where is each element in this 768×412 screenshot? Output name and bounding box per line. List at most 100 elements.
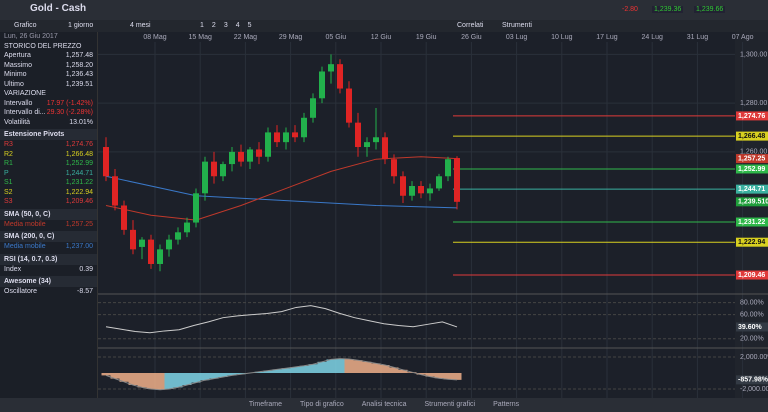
price-tag	[736, 154, 768, 164]
price-tag	[736, 217, 768, 227]
layout-button[interactable]: 3	[223, 22, 228, 29]
candle-body	[301, 117, 307, 138]
price-tag	[736, 375, 768, 385]
ao-bar	[281, 368, 291, 373]
candle-body	[355, 122, 361, 148]
change: -2.80	[622, 6, 638, 13]
bottom-tab[interactable]: Patterns	[493, 401, 520, 408]
axis-bg	[735, 32, 768, 398]
info-row: Ultimo 1,239.51	[0, 80, 97, 90]
info-row: Index 0.39	[0, 265, 97, 275]
candle-body	[220, 164, 226, 177]
chart: 08 Mag 15 Mag 22 Mag 29 Mag 05 Giu 12 Giu 19 G…	[98, 32, 768, 398]
interval-select[interactable]: 1 giorno	[68, 22, 94, 29]
ao-bar	[308, 364, 318, 373]
info-row: R3 1,274.76	[0, 140, 97, 150]
info-value: 1,244.71	[65, 169, 93, 177]
ao-bar	[128, 373, 138, 385]
candle-body	[436, 176, 442, 189]
info-row: Intervallo di... 29.30 (-2.28%)	[0, 108, 97, 118]
info-row: Media mobile 1,257.25	[0, 220, 97, 230]
price-tag	[736, 184, 768, 194]
date-label: 15 Mag	[189, 34, 212, 41]
candle-body	[148, 239, 154, 264]
bottom-tab[interactable]: Tipo di grafico	[300, 401, 344, 408]
date-label: 03 Lug	[506, 34, 528, 41]
info-value: 1,239.51	[65, 80, 93, 88]
candle-body	[139, 239, 145, 247]
candle-body	[184, 222, 190, 233]
layout-button[interactable]: 2	[211, 22, 216, 29]
info-row: Media mobile 1,237.00	[0, 242, 97, 252]
tools-button[interactable]: Strumenti	[502, 22, 532, 29]
info-value: 29.30 (-2.28%)	[46, 109, 93, 116]
candle-body	[292, 132, 298, 138]
bottom-tab[interactable]: Analisi tecnica	[361, 401, 407, 408]
info-key: Media mobile	[4, 220, 46, 228]
candle-body	[238, 151, 244, 162]
info-row: Minimo 1,236.43	[0, 70, 97, 80]
ao-bar	[380, 365, 390, 373]
ask[interactable]: 1,239.66	[694, 6, 726, 13]
bottom-tab[interactable]: Strumenti grafici	[424, 401, 476, 408]
section-header: Awesome (34)	[0, 276, 97, 287]
candle-body	[337, 64, 343, 89]
ao-bar	[272, 369, 282, 373]
layout-button[interactable]: 4	[235, 22, 240, 29]
ao-bar	[344, 359, 354, 373]
ao-bar	[443, 373, 453, 380]
candle-body	[256, 149, 262, 157]
range-select[interactable]: 4 mesi	[130, 22, 151, 29]
candle-body	[130, 229, 136, 250]
related-button[interactable]: Correlati	[457, 22, 484, 29]
ao-bar	[146, 373, 156, 389]
info-key: Ultimo	[4, 80, 24, 88]
ao-tick-label: -2,000.00%	[740, 386, 768, 393]
ao-bar	[218, 373, 228, 377]
ao-bar	[416, 373, 426, 375]
bottom-tab[interactable]: Timeframe	[248, 401, 283, 408]
section-title: VARIAZIONE	[4, 90, 46, 97]
info-key: S1	[4, 179, 13, 186]
price-tag-label: 1,252.99	[738, 166, 765, 173]
title-bar: Gold - Cash -2.80 1,239.36 1,239.66	[0, 0, 768, 20]
rsi-tick-label: 80.00%	[740, 299, 764, 306]
ao-bar	[119, 373, 129, 382]
info-value: 1,266.48	[65, 150, 93, 158]
info-value: 13.01%	[69, 118, 93, 126]
instrument-title: Gold - Cash	[30, 3, 87, 14]
price-tag-label: 1,222.94	[738, 239, 765, 246]
info-row: R2 1,266.48	[0, 150, 97, 160]
info-key: R1	[4, 160, 13, 167]
price-tag-label: 1,274.76	[738, 113, 765, 120]
layout-button[interactable]: 1	[200, 22, 204, 29]
info-value: 1,237.00	[65, 243, 93, 250]
date-label: 19 Giu	[416, 34, 437, 41]
candle-body	[319, 71, 325, 99]
candle-body	[283, 132, 289, 143]
candle-body	[418, 186, 424, 194]
info-row: Intervallo 17.97 (-1.42%)	[0, 99, 97, 109]
price-tag-label: 1,244.71	[738, 186, 765, 193]
candle-body	[409, 186, 415, 196]
ao-bar	[209, 373, 219, 379]
info-row: S1 1,231.22	[0, 178, 97, 188]
ao-bar	[299, 365, 309, 373]
chart-button[interactable]: Grafico	[14, 22, 37, 29]
candle-body	[229, 151, 235, 165]
plot-bg	[98, 32, 735, 398]
info-row: S3 1,209.46	[0, 197, 97, 207]
candle-body	[265, 132, 271, 157]
ao-bar	[434, 373, 444, 379]
info-row: Oscillatore -8.57	[0, 287, 97, 297]
info-value: 17.97 (-1.42%)	[46, 99, 93, 107]
info-value: -8.57	[77, 288, 93, 295]
price-tag	[736, 270, 768, 280]
layout-button[interactable]: 5	[247, 22, 252, 29]
date-label: 17 Lug	[596, 34, 618, 41]
info-value: 1,274.76	[65, 141, 93, 148]
price-tag	[736, 111, 768, 121]
bid[interactable]: 1,239.36	[652, 6, 684, 13]
rsi-line	[105, 305, 458, 334]
